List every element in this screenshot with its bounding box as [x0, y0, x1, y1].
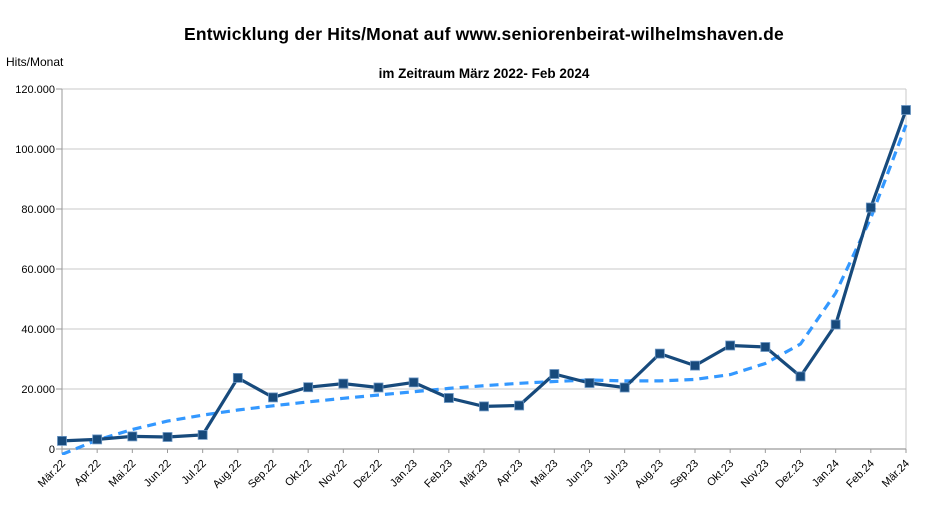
data-point-marker — [795, 371, 806, 382]
y-axis-label: Hits/Monat — [6, 55, 64, 69]
data-point-marker — [725, 340, 736, 351]
x-tick-label: Dez.23 — [773, 458, 806, 491]
y-tick-label: 100.000 — [15, 144, 55, 156]
x-tick-label: Jul.22 — [180, 458, 209, 487]
data-point-marker — [57, 435, 67, 446]
x-tick-label: Okt.22 — [283, 458, 314, 489]
data-point-marker — [690, 360, 700, 371]
data-point-marker — [303, 382, 314, 393]
x-tick-label: Mai.23 — [529, 458, 561, 490]
x-tick-label: Aug.22 — [211, 458, 244, 491]
y-tick-label: 80.000 — [21, 204, 55, 216]
x-tick-label: Mär.24 — [880, 458, 912, 490]
trend-line — [61, 124, 908, 455]
data-point-marker — [338, 378, 349, 389]
chart-subtitle: im Zeitraum März 2022- Feb 2024 — [378, 66, 590, 81]
x-tick-label: Mai.22 — [107, 458, 139, 490]
data-point-marker — [443, 393, 454, 403]
data-point-marker — [268, 392, 278, 403]
x-tick-label: Nov.23 — [739, 458, 772, 491]
y-tick-label: 40.000 — [21, 324, 55, 336]
y-tick-label: 120.000 — [15, 84, 55, 96]
data-point-marker — [373, 382, 384, 393]
data-point-marker — [197, 429, 208, 440]
y-tick-label: 60.000 — [21, 264, 55, 276]
data-point-marker — [584, 378, 595, 388]
x-tick-label: Dez.22 — [351, 458, 384, 491]
data-point-marker — [830, 319, 841, 330]
x-tick-label: Aug.23 — [633, 458, 666, 491]
series-line — [60, 108, 908, 443]
data-point-marker — [654, 348, 665, 359]
data-point-marker — [92, 434, 103, 445]
chart-title: Entwicklung der Hits/Monat auf www.senio… — [184, 24, 784, 44]
data-point-marker — [865, 202, 876, 213]
x-tick-label: Okt.23 — [705, 458, 736, 489]
data-point-marker — [127, 431, 138, 442]
y-tick-label: 0 — [49, 444, 55, 456]
x-tick-label: Sep.22 — [246, 458, 279, 491]
data-point-marker — [549, 369, 560, 379]
data-point-marker — [162, 432, 173, 442]
x-tick-label: Jan.23 — [388, 458, 420, 490]
x-tick-label: Apr.23 — [494, 458, 525, 489]
data-point-marker — [760, 342, 771, 352]
x-tick-label: Jan.24 — [810, 458, 842, 490]
y-tick-label: 20.000 — [21, 384, 55, 396]
x-tick-label: Mär.22 — [36, 458, 68, 490]
data-point-marker — [408, 377, 419, 388]
x-tick-label: Sep.23 — [668, 458, 701, 491]
x-tick-label: Feb.24 — [844, 458, 877, 491]
data-point-marker — [479, 401, 489, 412]
data-point-marker — [232, 372, 243, 383]
data-point-marker — [901, 105, 911, 115]
x-tick-label: Mär.23 — [458, 458, 490, 490]
x-tick-label: Feb.23 — [422, 458, 455, 491]
data-point-marker — [619, 382, 630, 393]
x-tick-label: Nov.22 — [317, 458, 350, 491]
data-point-marker — [514, 400, 525, 411]
x-tick-label: Jun.22 — [142, 458, 174, 490]
x-tick-label: Jul.23 — [602, 458, 631, 487]
x-tick-label: Jun.23 — [564, 458, 596, 490]
x-tick-label: Apr.22 — [72, 458, 103, 489]
